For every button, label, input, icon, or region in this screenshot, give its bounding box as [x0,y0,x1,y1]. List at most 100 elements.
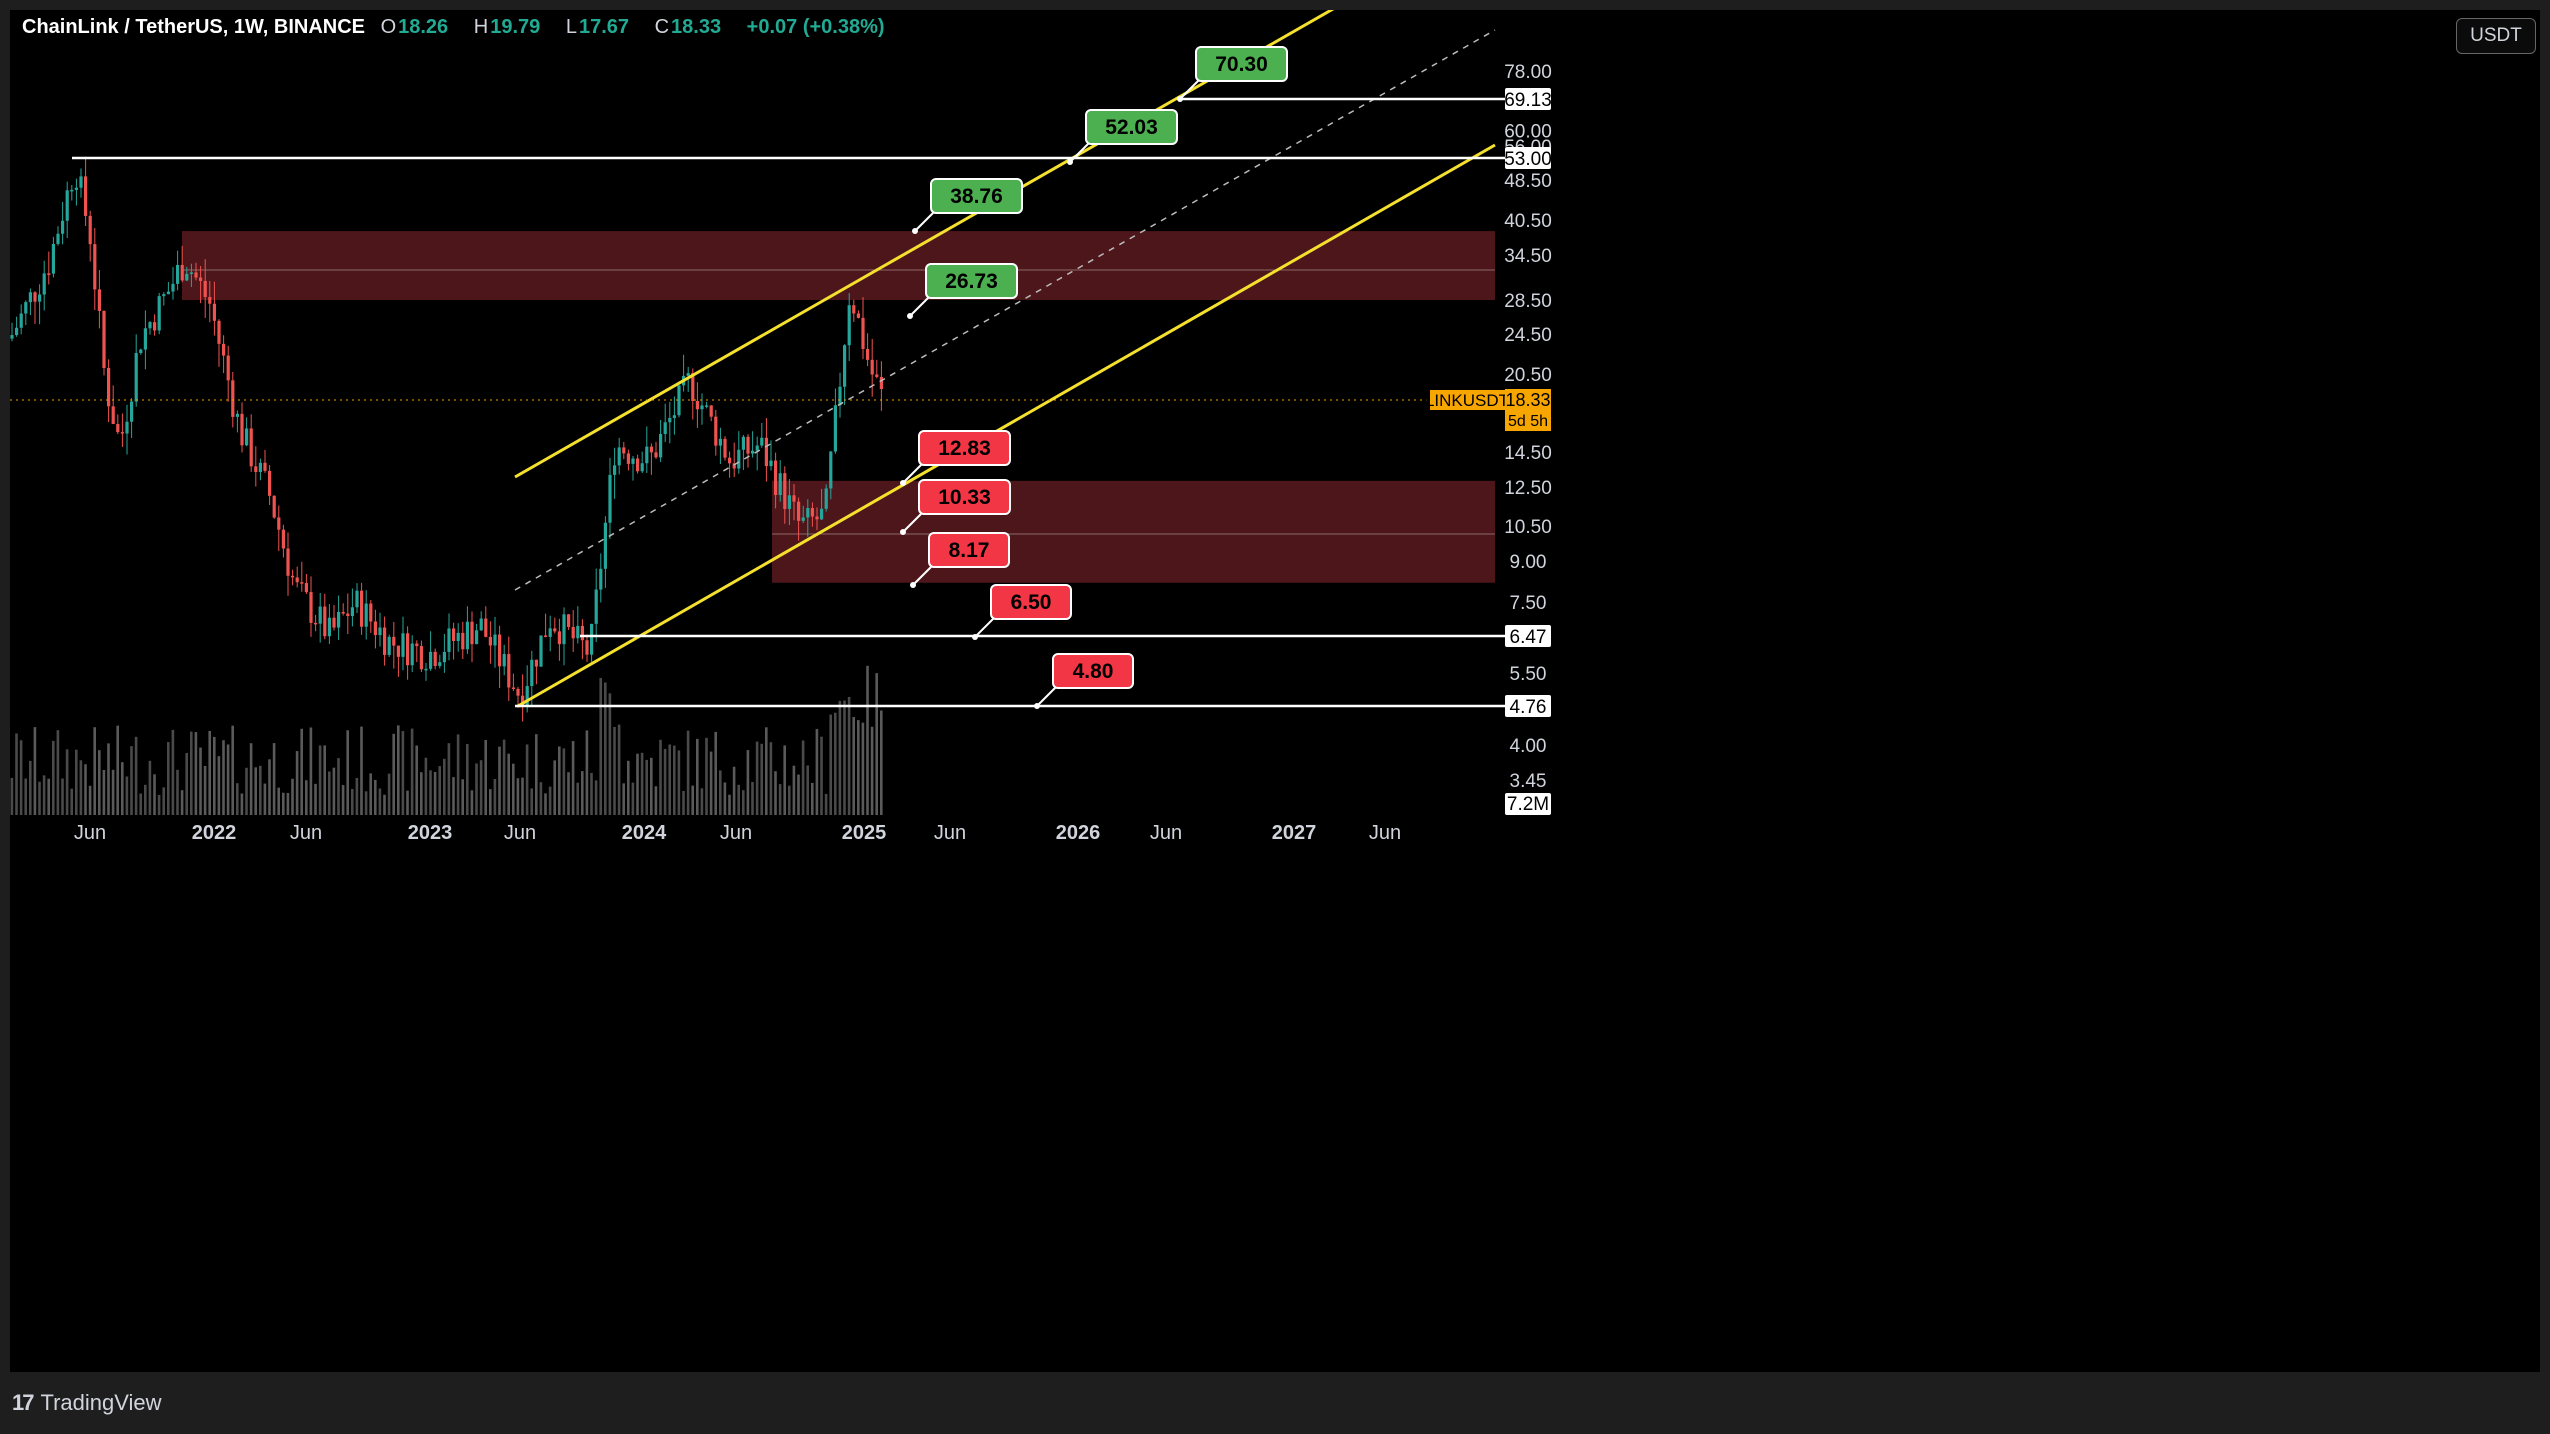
candle-body [107,367,111,407]
price-tick-label: 10.50 [1504,517,1552,538]
volume-bar [406,790,409,815]
volume-bar [236,783,239,815]
volume-bar [866,665,869,815]
volume-bar [548,786,552,815]
volume-bar [300,728,303,815]
candle-body [314,622,318,625]
candle-body [291,575,295,578]
candle-body [870,359,874,375]
candle-body [392,636,396,646]
brand-footer[interactable]: 17 TradingView [12,1390,162,1416]
volume-bar [447,743,451,815]
open-value: 18.26 [398,16,449,38]
candle-body [97,289,101,311]
candle-body [125,421,129,434]
volume-bar [682,790,685,815]
volume-bar [346,730,349,815]
price-tick-label: 28.50 [1504,291,1552,312]
candle-body [525,686,529,707]
target-green-text: 26.73 [945,270,998,293]
volume-bar [461,779,464,815]
price-level-tag [1505,88,1551,110]
volume-bar [217,756,221,815]
volume-bar [479,760,483,815]
volume-bar [778,784,782,815]
candle-body [263,462,267,471]
support-zone [772,480,1495,583]
symbol-header: ChainLink / TetherUS, 1W, BINANCE O 18.26… [22,16,895,39]
time-tick-label: Jun [290,822,322,844]
target-red-box [918,430,1011,466]
volume-bar [806,765,809,815]
target-red-text: 8.17 [949,539,990,562]
candle-body [475,630,479,645]
candle-body [709,405,713,417]
price-tick-label: 9.00 [1510,552,1547,573]
candle-body [56,233,60,244]
channel-lower-line [517,143,1496,708]
candle-body [530,659,534,687]
price-tick-label: 12.50 [1504,478,1552,499]
volume-bar [194,732,198,815]
volume-bar [208,730,211,815]
volume-bar [788,785,791,815]
volume-bar [429,770,432,815]
volume-bar [295,751,299,815]
time-tick-label: Jun [504,822,536,844]
candle-body [567,614,571,627]
candle-body [134,352,138,402]
volume-bar [410,728,414,815]
volume-bar [245,767,248,815]
volume-bar [613,726,616,815]
candle-body [166,291,170,295]
volume-bar [732,766,736,815]
price-chart[interactable]: 70.30 52.03 38.76 26.73 12.83 10.33 8.17 6.50 4.… [10,10,2540,1372]
volume-bar [148,760,152,815]
volume-bar [383,794,386,815]
candle-body [732,463,736,469]
symbol-title[interactable]: ChainLink / TetherUS, 1W, BINANCE [22,16,365,38]
target-green-anchor [907,313,913,319]
candle-body [493,634,497,646]
price-level-tag-text: 6.47 [1510,627,1547,648]
candle-body [286,548,290,576]
price-tick-label: 14.50 [1504,443,1552,464]
candle-body [723,438,727,458]
candle-body [199,277,203,281]
volume-bar [792,765,796,815]
candle-body [548,628,552,637]
volume-bar [203,765,207,815]
candle-body [258,462,262,472]
currency-button[interactable]: USDT [2456,18,2536,54]
target-green-text: 52.03 [1105,116,1158,139]
target-red-box [1052,653,1134,689]
candle-body [28,292,32,303]
candle-body [88,215,92,245]
volume-bar [544,793,547,815]
volume-bar [10,777,14,815]
channel-upper-line [514,10,1335,479]
volume-bar [75,749,78,815]
candle-body [672,415,676,418]
volume-bar [263,783,267,815]
candle-body [479,618,483,631]
volume-bar [231,725,234,815]
volume-bar [585,730,589,815]
candle-body [452,628,456,642]
volume-bar [650,757,653,815]
time-tick-label: Jun [74,822,106,844]
target-green-text: 38.76 [950,185,1003,208]
volume-bar [567,772,570,815]
volume-bar [631,782,635,815]
candle-body [470,621,474,645]
candle-body [801,517,805,521]
candle-body [562,614,566,645]
volume-bar [590,772,593,815]
volume-bar [769,742,773,815]
volume-bar [355,777,359,815]
tradingview-logo-icon: 17 [12,1390,35,1415]
candle-body [649,446,653,453]
volume-bar [801,740,805,815]
volume-bar [521,777,524,815]
target-red-anchor [900,529,906,535]
